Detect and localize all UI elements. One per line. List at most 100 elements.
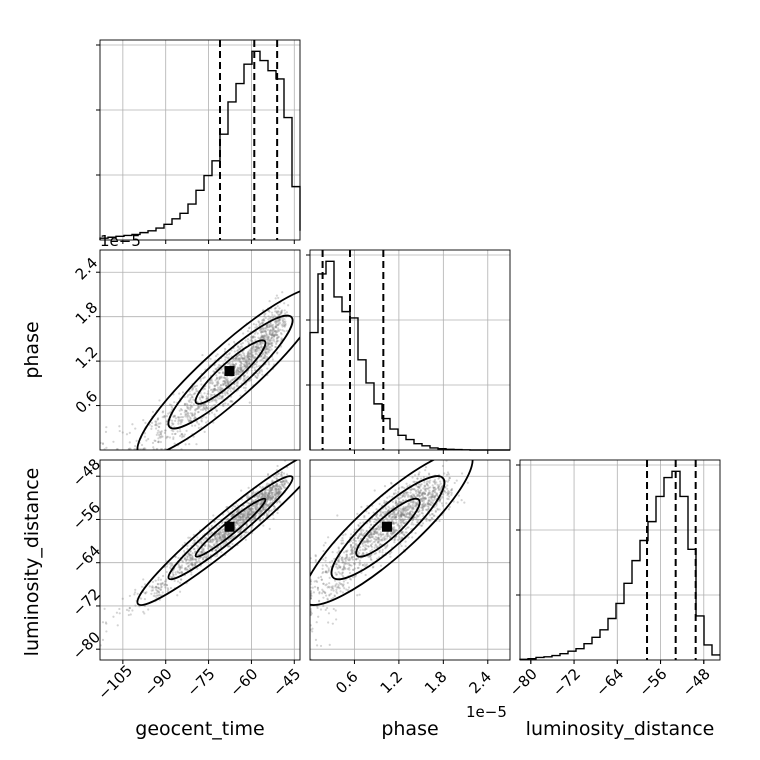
sample-point	[230, 387, 234, 390]
sample-point	[244, 363, 248, 366]
sample-point	[253, 363, 256, 366]
sample-point	[397, 502, 400, 505]
sample-point	[393, 531, 396, 534]
sample-point	[209, 393, 212, 396]
sample-point	[266, 513, 269, 516]
sample-point	[266, 346, 269, 349]
sample-point	[253, 362, 257, 365]
sample-point	[241, 357, 244, 360]
sample-point	[283, 486, 286, 489]
sample-point	[267, 363, 271, 366]
sample-point	[255, 348, 258, 351]
panel-2d-geocent_time-phase	[99, 249, 301, 451]
sample-point	[216, 366, 219, 369]
sample-point	[445, 473, 449, 476]
sample-point	[412, 501, 415, 504]
sample-point	[216, 536, 219, 539]
sample-point	[374, 543, 377, 546]
sample-point	[426, 487, 430, 490]
sample-point	[405, 520, 408, 523]
sample-point	[401, 513, 404, 516]
sample-point	[427, 472, 431, 475]
tick-label-geocent_time-x: −45	[269, 665, 304, 700]
tick-label-phase-x: 1.8	[421, 668, 451, 698]
sample-point	[262, 337, 265, 340]
sample-point	[416, 477, 419, 480]
sample-point	[188, 553, 191, 557]
sample-point	[396, 538, 399, 541]
sample-point	[211, 390, 215, 393]
sample-point	[364, 543, 367, 547]
sample-point	[260, 500, 263, 503]
sample-point	[322, 604, 325, 608]
sample-point	[196, 544, 199, 548]
sample-point	[163, 583, 166, 586]
sample-point	[319, 608, 323, 611]
sample-point	[327, 585, 330, 588]
sample-point	[386, 534, 389, 538]
sample-point	[350, 550, 353, 553]
sample-point	[276, 334, 279, 337]
sample-point	[354, 539, 357, 543]
sample-point	[238, 347, 241, 350]
panel-frame	[519, 459, 721, 661]
sample-point	[363, 563, 366, 566]
sample-point	[348, 568, 351, 571]
sample-point	[181, 433, 184, 436]
sample-point	[370, 532, 373, 536]
sample-point	[412, 480, 415, 483]
sample-point	[224, 358, 227, 361]
sample-point	[199, 408, 203, 411]
sample-point	[227, 343, 231, 346]
sample-point	[268, 329, 272, 332]
sample-point	[194, 562, 197, 565]
sample-point	[277, 494, 280, 497]
sample-point	[277, 328, 280, 331]
sample-point	[360, 531, 363, 534]
sample-point	[210, 400, 213, 403]
sample-point	[219, 394, 222, 398]
sample-point	[338, 572, 342, 575]
sample-point	[233, 382, 236, 386]
sample-point	[191, 413, 194, 416]
sample-point	[236, 349, 240, 352]
sample-point	[250, 369, 254, 372]
sample-point	[208, 541, 212, 544]
sample-point	[384, 510, 387, 513]
sample-point	[420, 492, 424, 495]
sample-point	[214, 379, 217, 382]
sample-point	[283, 482, 286, 485]
sample-point	[173, 415, 176, 418]
sample-point	[275, 491, 279, 494]
sample-point	[386, 519, 389, 522]
sample-point	[433, 488, 436, 492]
sample-point	[395, 529, 398, 532]
sample-point	[422, 491, 426, 494]
sample-point	[397, 486, 401, 489]
sample-point	[279, 328, 282, 331]
sample-point	[353, 539, 356, 542]
sample-point	[250, 513, 253, 516]
sample-point	[284, 481, 287, 484]
sample-point	[395, 501, 398, 505]
sample-point	[215, 554, 219, 558]
sample-point	[215, 367, 218, 371]
sample-point	[247, 359, 250, 363]
sample-point	[262, 360, 265, 363]
sample-point	[265, 495, 268, 498]
sample-point	[271, 495, 274, 498]
sample-point	[185, 402, 188, 405]
sample-point	[269, 498, 272, 502]
sample-point	[437, 485, 440, 488]
contour	[355, 497, 421, 558]
sample-point	[215, 539, 219, 542]
sample-point	[397, 500, 401, 503]
sample-point	[273, 494, 277, 497]
sample-point	[234, 359, 237, 362]
sample-point	[212, 543, 215, 546]
sample-point	[264, 353, 267, 356]
sample-point	[405, 515, 408, 518]
sample-point	[278, 491, 281, 494]
sample-point	[251, 351, 254, 354]
sample-point	[422, 501, 425, 504]
